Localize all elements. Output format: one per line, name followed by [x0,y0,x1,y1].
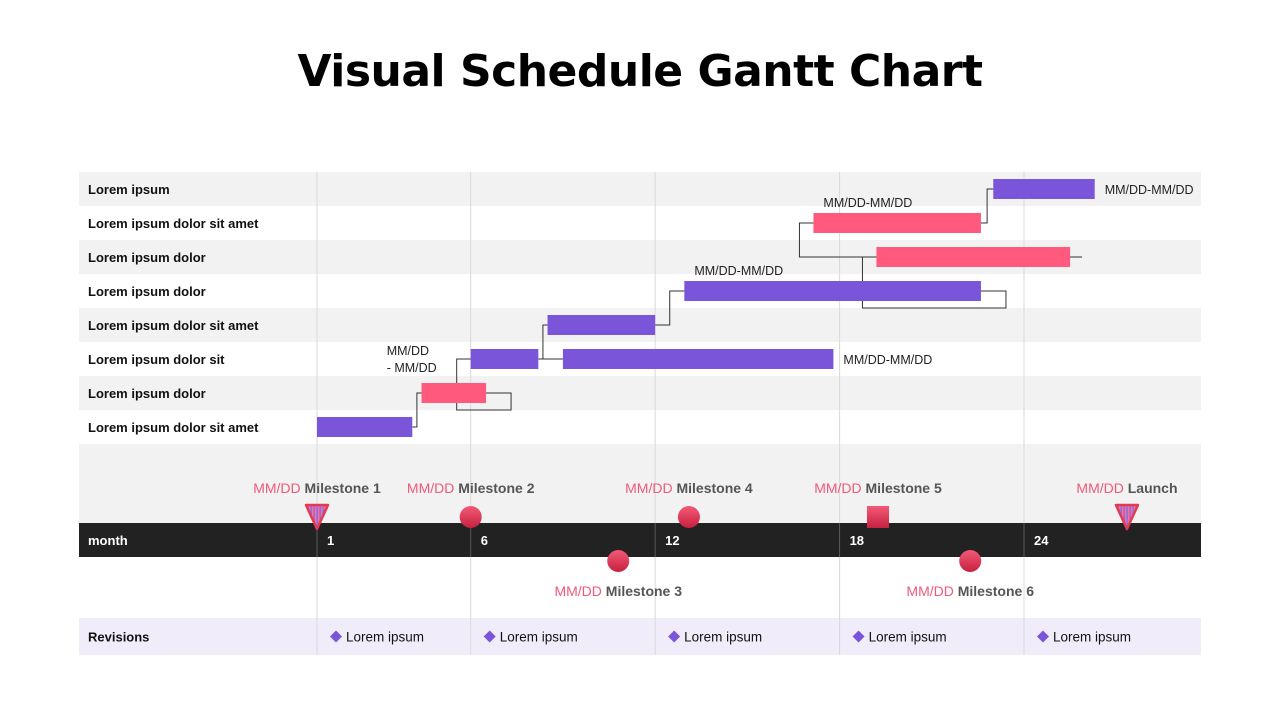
dependency-connector [412,392,422,428]
category-label: Lorem ipsum [88,182,170,197]
diamond-icon [852,630,865,643]
milestone-label: MM/DD Milestone 2 [407,480,535,496]
task-bar [813,213,981,233]
milestone-name: Milestone 1 [305,480,381,496]
dependency-connector [456,358,512,411]
milestone-date: MM/DD [1076,480,1127,496]
milestone-date: MM/DD [554,583,605,599]
milestone-name: Launch [1128,480,1178,496]
axis-tick-label: 12 [665,533,679,548]
milestone-label: MM/DD Milestone 1 [253,480,381,496]
revisions-band [79,618,1201,655]
revision-item: Lorem ipsum [684,630,762,645]
task-bar [876,247,1071,267]
dependency-connector [655,290,685,326]
milestone-date: MM/DD [625,480,676,496]
milestone-name: Milestone 4 [676,480,752,496]
category-label: Lorem ipsum dolor sit amet [88,420,259,435]
time-axis [79,523,1201,557]
task-bar [421,383,487,403]
task-date-label: MM/DD-MM/DD [1105,183,1194,197]
chart-title: Visual Schedule Gantt Chart [297,46,983,97]
task-bar [547,315,656,335]
revision-item: Lorem ipsum [1053,630,1131,645]
milestone-label: MM/DD Launch [1076,480,1177,496]
milestone-label: MM/DD Milestone 4 [625,480,753,496]
milestone-circle-marker [459,506,482,528]
category-label: Lorem ipsum dolor [88,386,206,401]
milestone-triangle-marker [304,503,330,531]
milestone-name: Milestone 6 [958,583,1034,599]
task-date-label: MM/DD-MM/DD [843,353,932,367]
milestone-label: MM/DD Milestone 6 [906,583,1034,599]
revision-item: Lorem ipsum [346,630,424,645]
category-label: Lorem ipsum dolor sit [88,352,225,367]
task-date-label: MM/DD - MM/DD [387,344,437,375]
revisions-label: Revisions [88,630,149,645]
axis-tick-label: 1 [327,533,334,548]
milestone-name: Milestone 2 [458,480,534,496]
diamond-icon [1037,630,1049,643]
dependency-connector [798,222,1083,258]
milestone-name: Milestone 5 [866,480,942,496]
milestone-date: MM/DD [407,480,458,496]
diamond-icon [668,630,681,643]
category-label: Lorem ipsum dolor [88,250,206,265]
task-bar [684,281,981,301]
task-bar [470,349,539,369]
axis-tick-label: 6 [481,533,488,548]
milestone-name: Milestone 3 [606,583,682,599]
milestone-square-marker [866,506,889,528]
milestone-label: MM/DD Milestone 5 [814,480,942,496]
milestone-date: MM/DD [906,583,957,599]
row-band [79,376,1201,410]
task-bar [562,349,834,369]
milestone-date: MM/DD [814,480,865,496]
revision-item: Lorem ipsum [500,630,578,645]
milestone-band [79,444,1201,523]
axis-tick-label: 18 [850,533,864,548]
task-bar [317,417,413,437]
milestone-triangle-marker [1114,503,1140,531]
milestone-circle-marker [677,506,700,528]
axis-label: month [88,533,128,548]
axis-tick-label: 24 [1034,533,1049,548]
dependency-connector [980,188,994,224]
category-label: Lorem ipsum dolor sit amet [88,318,259,333]
diamond-icon [330,630,342,643]
task-date-label: MM/DD-MM/DD [823,196,912,210]
milestone-date: MM/DD [253,480,304,496]
diamond-icon [483,630,496,643]
category-label: Lorem ipsum dolor [88,284,206,299]
milestone-circle-marker [607,550,630,572]
milestone-label: MM/DD Milestone 3 [554,583,682,599]
revision-item: Lorem ipsum [869,630,947,645]
milestone-circle-marker [959,550,982,572]
task-date-label: MM/DD-MM/DD [694,264,783,278]
category-label: Lorem ipsum dolor sit amet [88,216,259,231]
task-bar [993,179,1095,199]
